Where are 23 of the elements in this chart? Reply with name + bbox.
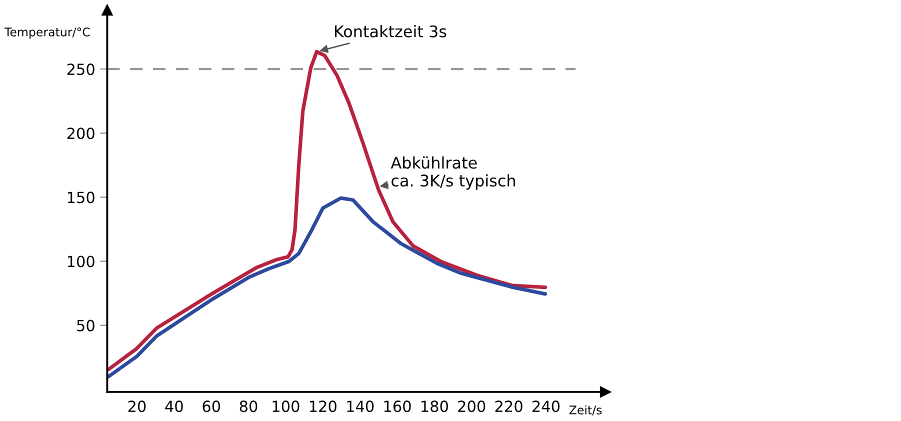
x-tick-label: 240 xyxy=(532,400,560,412)
y-tick-label: 200 xyxy=(67,128,94,140)
y-tick-label: 100 xyxy=(68,256,94,268)
x-tick-label: 100 xyxy=(272,400,300,412)
x-axis-title: Zeit/s xyxy=(569,405,602,416)
y-tick-label: 150 xyxy=(68,192,94,204)
line-series xyxy=(107,196,548,378)
y-tick-label: 250 xyxy=(67,64,94,76)
x-tick-label: 140 xyxy=(347,400,374,412)
x-tick-label: 80 xyxy=(240,400,258,412)
x-tick-label: 120 xyxy=(310,400,336,412)
y-axis-title: Temperatur/°C xyxy=(4,28,90,39)
annotation: Abkühlrate ca. 3K/s typisch xyxy=(390,156,515,190)
annotation: Kontaktzeit 3s xyxy=(334,25,446,38)
line-series xyxy=(107,50,548,372)
x-tick-label: 220 xyxy=(495,400,522,412)
x-tick-label: 20 xyxy=(128,400,146,412)
x-tick-label: 160 xyxy=(384,400,411,412)
x-tick-label: 60 xyxy=(202,400,220,412)
y-tick-label: 50 xyxy=(77,320,94,332)
x-tick-label: 40 xyxy=(165,400,183,412)
x-tick-label: 200 xyxy=(458,400,486,412)
x-tick-label: 180 xyxy=(422,400,448,412)
